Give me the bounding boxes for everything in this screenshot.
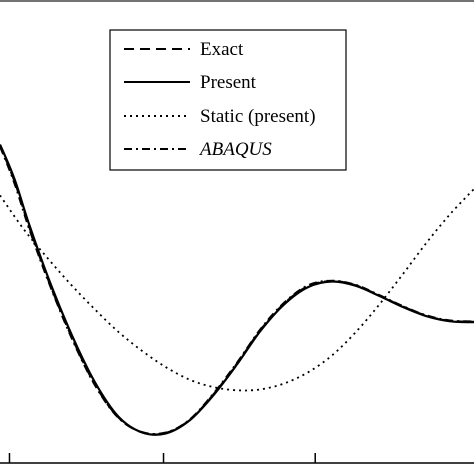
series-line-abaqus [0, 146, 474, 435]
x-axis-ticks [8, 453, 316, 463]
legend-box [109, 29, 347, 171]
legend-entry-static: Static (present) [124, 106, 316, 127]
series-line-static-present [0, 188, 474, 392]
legend-entry-present: Present [124, 72, 257, 93]
legend-entry-abaqus: ABAQUS [124, 139, 272, 160]
legend: Exact Present Static (present) ABAQUS [109, 29, 347, 171]
legend-entry-exact: Exact [124, 39, 244, 60]
series-line-exact [0, 145, 474, 436]
legend-label-static: Static (present) [200, 106, 316, 127]
series-layer [0, 144, 474, 436]
legend-label-abaqus: ABAQUS [198, 139, 272, 160]
legend-label-exact: Exact [200, 39, 244, 60]
series-line-present [0, 144, 474, 436]
legend-label-present: Present [200, 72, 257, 93]
